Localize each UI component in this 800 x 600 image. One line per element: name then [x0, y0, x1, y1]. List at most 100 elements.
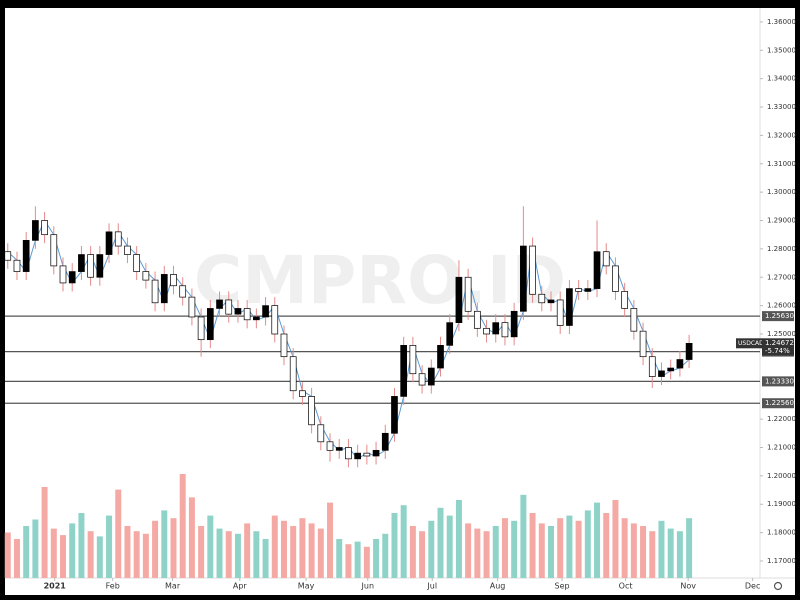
- level-label-box: [762, 311, 794, 322]
- x-tick-label: May: [298, 582, 315, 591]
- candle-body: [105, 231, 113, 255]
- gear[interactable]: [773, 581, 783, 591]
- candle-body: [216, 299, 223, 309]
- candle-body: [78, 254, 85, 272]
- y-tick-label: 1.30000: [767, 188, 796, 196]
- y-tick-label: 1.18000: [767, 529, 796, 537]
- candle-body: [114, 231, 122, 247]
- candle-body: [510, 310, 518, 338]
- candle-body: [593, 251, 601, 289]
- candle-body: [648, 356, 656, 377]
- candle-body: [225, 299, 233, 315]
- background: [5, 8, 795, 595]
- candle-body: [188, 296, 196, 318]
- candle-body: [87, 254, 94, 278]
- y-tick-label: 1.20000: [767, 472, 796, 480]
- candle-body: [547, 299, 555, 304]
- volume-bar: [96, 536, 103, 578]
- candle-body: [363, 452, 371, 457]
- y-tick-label: 1.34000: [767, 75, 796, 83]
- volume-bar: [548, 526, 554, 578]
- volume-bar: [115, 489, 122, 578]
- candle-body: [483, 327, 490, 335]
- last-price-label: 1.24672: [765, 339, 794, 347]
- x-tick-label: Dec: [745, 582, 760, 591]
- y-tick-label: 1.35000: [767, 46, 796, 54]
- candle-body: [501, 322, 509, 338]
- level-label-box: [762, 398, 794, 409]
- candle-body: [179, 285, 187, 298]
- x-tick-label: Jun: [361, 582, 375, 591]
- volume-bar: [584, 510, 591, 578]
- change-label: -5.74%: [765, 347, 790, 355]
- volume-bar: [363, 546, 370, 578]
- x-tick-label: Oct: [619, 582, 633, 591]
- volume-bar: [271, 515, 278, 578]
- candle-body: [400, 344, 408, 397]
- x-tick-label: Mar: [165, 582, 181, 591]
- candle-body: [289, 356, 297, 392]
- candle-body: [142, 271, 150, 281]
- candle-body: [96, 254, 104, 278]
- y-tick-label: 1.33000: [767, 103, 796, 111]
- y-tick-label: 1.28000: [767, 245, 796, 253]
- candle-body: [639, 330, 647, 358]
- volume-bar: [382, 533, 389, 578]
- candle-body: [354, 452, 361, 460]
- candle-body: [253, 316, 260, 321]
- candle-body: [602, 251, 610, 267]
- x-tick-label: Nov: [680, 582, 696, 591]
- volume-bar: [437, 507, 444, 578]
- volume-bar: [327, 502, 334, 578]
- candle-body: [32, 220, 39, 241]
- candle-body: [308, 396, 315, 426]
- volume-bar: [575, 520, 582, 578]
- candle-body: [326, 441, 334, 451]
- volume-bar: [69, 523, 76, 578]
- volume-bar: [198, 526, 205, 578]
- candle-body: [630, 308, 638, 332]
- volume-bar: [612, 500, 619, 578]
- candle-body: [234, 308, 242, 315]
- volume-bar: [594, 502, 601, 578]
- x-tick-label: Aug: [490, 582, 506, 591]
- settings-icon[interactable]: [773, 581, 783, 591]
- candle-body: [243, 308, 251, 321]
- candle-body: [575, 288, 582, 292]
- candle-body: [473, 310, 481, 329]
- volume-bar: [317, 528, 324, 578]
- volume-bar: [133, 531, 140, 578]
- volume-bar: [262, 539, 269, 578]
- candle-body: [464, 276, 472, 312]
- candle-body: [612, 265, 619, 292]
- level-label-box: [762, 376, 794, 387]
- level-label: 1.22560: [765, 399, 794, 407]
- volume-bar: [520, 494, 527, 578]
- candle-body: [621, 291, 628, 309]
- x-tick-label: 2021: [44, 582, 67, 591]
- volume-bar: [676, 531, 683, 578]
- volume-bar: [161, 510, 168, 578]
- volume-bar: [640, 526, 647, 578]
- volume-bar: [216, 528, 223, 578]
- candle-body: [427, 367, 435, 386]
- volume-bar: [234, 533, 241, 578]
- y-tick-label: 1.27000: [767, 273, 796, 281]
- volume-bar: [529, 513, 536, 578]
- volume-bar: [603, 513, 610, 578]
- volume-bar: [225, 531, 232, 578]
- volume-bar: [179, 474, 186, 578]
- candle-body: [437, 344, 444, 369]
- candle-body: [409, 344, 417, 375]
- volume-bar: [124, 526, 131, 578]
- x-tick-label: Apr: [233, 582, 248, 591]
- candle-body: [676, 359, 684, 369]
- volume-bar: [41, 487, 48, 578]
- candle-body: [13, 259, 21, 272]
- volume-bar: [667, 528, 674, 578]
- candle-body: [566, 288, 573, 326]
- candle-body: [667, 367, 675, 372]
- y-tick-label: 1.25000: [767, 330, 796, 338]
- volume-bar: [308, 523, 315, 578]
